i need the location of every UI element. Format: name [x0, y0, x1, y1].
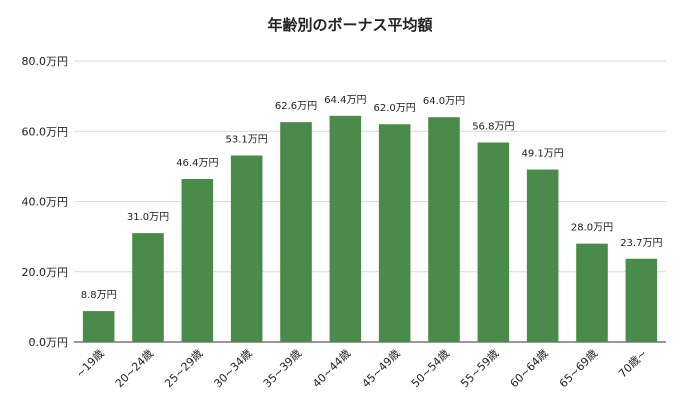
x-tick-label: 45~49歳 — [359, 347, 402, 390]
y-tick-label: 60.0万円 — [22, 125, 69, 138]
x-tick-label: 65~69歳 — [557, 347, 600, 390]
bar — [181, 179, 214, 342]
chart-title: 年齢別のボーナス平均額 — [267, 16, 432, 34]
data-label: 31.0万円 — [127, 212, 169, 223]
bar — [230, 155, 263, 342]
bars-layer — [82, 115, 658, 343]
data-label: 56.8万円 — [472, 121, 514, 132]
x-tick-label: 20~24歳 — [113, 347, 156, 390]
bar — [82, 311, 115, 342]
data-label: 64.4万円 — [324, 95, 366, 106]
bar — [477, 142, 510, 342]
x-tick-label: ~19歳 — [73, 347, 106, 380]
data-label: 28.0万円 — [571, 223, 613, 234]
x-axis-labels: ~19歳 20~24歳 25~29歳 30~34歳 35~39歳 40~44歳 45~49歳… — [73, 347, 649, 390]
data-label: 62.0万円 — [374, 103, 416, 114]
y-tick-label: 40.0万円 — [22, 196, 69, 209]
bar — [329, 115, 362, 342]
data-label: 53.1万円 — [226, 134, 268, 145]
data-label: 64.0万円 — [423, 96, 465, 107]
data-label: 23.7万円 — [620, 238, 662, 249]
bar — [576, 243, 608, 342]
data-label: 62.6万円 — [275, 101, 317, 112]
x-tick-label: 70歳~ — [616, 347, 649, 380]
data-label: 46.4万円 — [176, 158, 218, 169]
bar — [625, 258, 658, 342]
bar — [378, 124, 411, 342]
y-tick-label: 20.0万円 — [22, 266, 69, 279]
y-tick-label: 80.0万円 — [22, 55, 69, 68]
x-tick-label: 35~39歳 — [261, 347, 304, 390]
bar — [526, 169, 559, 342]
x-tick-label: 30~34歳 — [211, 347, 254, 390]
x-tick-label: 50~54歳 — [409, 347, 452, 390]
data-labels-layer: 8.8万円 31.0万円 46.4万円 53.1万円 62.6万円 64.4万円 62.0万… — [81, 95, 663, 301]
y-tick-label: 0.0万円 — [29, 336, 69, 349]
data-label: 49.1万円 — [522, 149, 564, 160]
grid-layer: 0.0万円 20.0万円 40.0万円 60.0万円 80.0万円 — [22, 55, 666, 349]
x-tick-label: 25~29歳 — [162, 347, 205, 390]
bar — [428, 117, 460, 342]
data-label: 8.8万円 — [81, 290, 117, 301]
bar — [132, 233, 164, 342]
bar — [280, 122, 312, 343]
x-tick-label: 40~44歳 — [310, 347, 353, 390]
x-tick-label: 60~64歳 — [507, 347, 550, 390]
x-tick-label: 55~59歳 — [458, 347, 501, 390]
